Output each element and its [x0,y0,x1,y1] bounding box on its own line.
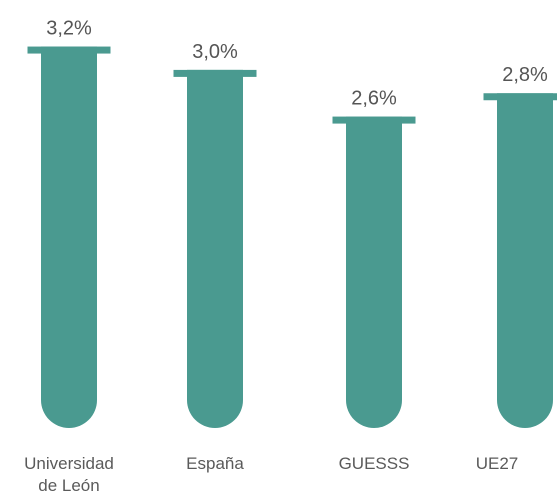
category-label: España [186,454,244,473]
bar [187,69,243,429]
bar-cap [27,46,111,54]
category-label: Universidad de León [24,454,114,495]
value-label: 3,2% [46,18,92,40]
value-label: 2,6% [351,88,397,110]
bar [497,93,553,429]
bar-cap [173,69,257,77]
bar [41,46,97,429]
category-label: UE27 [475,454,519,473]
category-label: GUESSS [338,454,410,473]
value-label: 2,8% [502,64,548,86]
bar [346,116,402,428]
value-label: 3,0% [192,41,238,63]
bar-cap [332,116,416,124]
bar-cap [483,93,557,101]
